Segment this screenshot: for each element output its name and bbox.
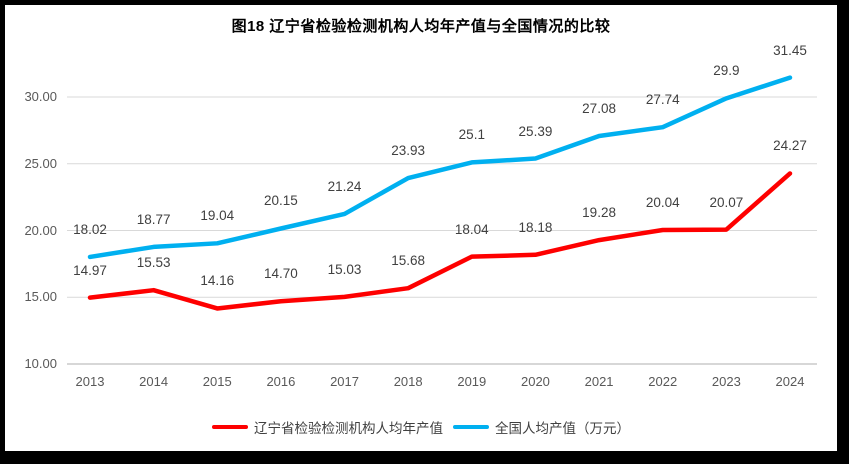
liaoning-data-label: 20.04 [645, 194, 680, 210]
x-tick-label: 2024 [775, 374, 805, 389]
x-tick-label: 2018 [393, 374, 423, 389]
liaoning-series-label: 辽宁省检验检测机构人均年产值 [254, 421, 443, 436]
liaoning-data-label: 19.28 [582, 205, 616, 221]
national-data-label: 25.39 [518, 123, 553, 139]
chart-plot [67, 75, 817, 365]
national-series-swatch [453, 425, 489, 429]
national-data-label: 21.24 [327, 178, 362, 194]
liaoning-data-label: 14.16 [200, 273, 235, 289]
liaoning-series-line [87, 171, 793, 311]
national-data-label: 23.93 [391, 143, 426, 159]
x-tick-label: 2021 [584, 374, 614, 389]
liaoning-data-label: 15.03 [327, 261, 362, 277]
x-tick-label: 2016 [266, 374, 296, 389]
y-tick-label: 25.00 [24, 155, 57, 171]
x-tick-label: 2017 [330, 374, 359, 389]
x-tick-label: 2023 [711, 374, 741, 389]
liaoning-data-label: 15.68 [391, 253, 426, 269]
liaoning-data-label: 14.70 [264, 266, 298, 282]
liaoning-data-label: 18.18 [518, 219, 553, 235]
x-tick-label: 2022 [648, 374, 678, 389]
liaoning-data-label: 15.53 [136, 255, 171, 271]
legend: 辽宁省检验检测机构人均年产值 全国人均产值（万元） [5, 417, 837, 437]
chart-canvas: 图18 辽宁省检验检测机构人均年产值与全国情况的比较 10.00 15.00 20.… [5, 5, 837, 451]
chart-title: 图18 辽宁省检验检测机构人均年产值与全国情况的比较 [231, 18, 611, 35]
y-tick-label: 20.00 [24, 222, 57, 238]
liaoning-data-label: 14.97 [73, 262, 107, 278]
legend-item-liaoning: 辽宁省检验检测机构人均年产值 [212, 417, 443, 437]
liaoning-series-swatch [212, 425, 248, 429]
national-data-label: 18.77 [136, 211, 171, 227]
liaoning-data-label: 24.27 [773, 138, 807, 154]
x-tick-label: 2014 [139, 374, 169, 389]
y-tick-label: 15.00 [24, 289, 57, 305]
liaoning-data-label: 18.04 [454, 221, 489, 237]
national-data-label: 18.02 [73, 221, 107, 237]
national-data-label: 19.04 [200, 208, 235, 224]
y-tick-label: 30.00 [24, 89, 57, 104]
national-data-label: 25.1 [458, 127, 485, 143]
national-data-label: 27.08 [582, 100, 616, 116]
national-data-label: 31.45 [773, 42, 807, 58]
x-tick-label: 2019 [457, 374, 487, 389]
legend-item-national: 全国人均产值（万元） [453, 417, 630, 437]
x-tick-label: 2020 [520, 374, 550, 389]
liaoning-data-label: 20.07 [709, 194, 744, 210]
national-data-label: 20.15 [264, 193, 298, 209]
y-tick-label: 10.00 [24, 356, 57, 371]
national-data-label: 29.9 [713, 63, 740, 79]
national-data-label: 27.74 [645, 92, 680, 108]
national-series-label: 全国人均产值（万元） [495, 421, 630, 436]
x-tick-label: 2013 [75, 374, 105, 389]
x-tick-label: 2015 [202, 374, 232, 389]
national-series-line [87, 75, 793, 260]
